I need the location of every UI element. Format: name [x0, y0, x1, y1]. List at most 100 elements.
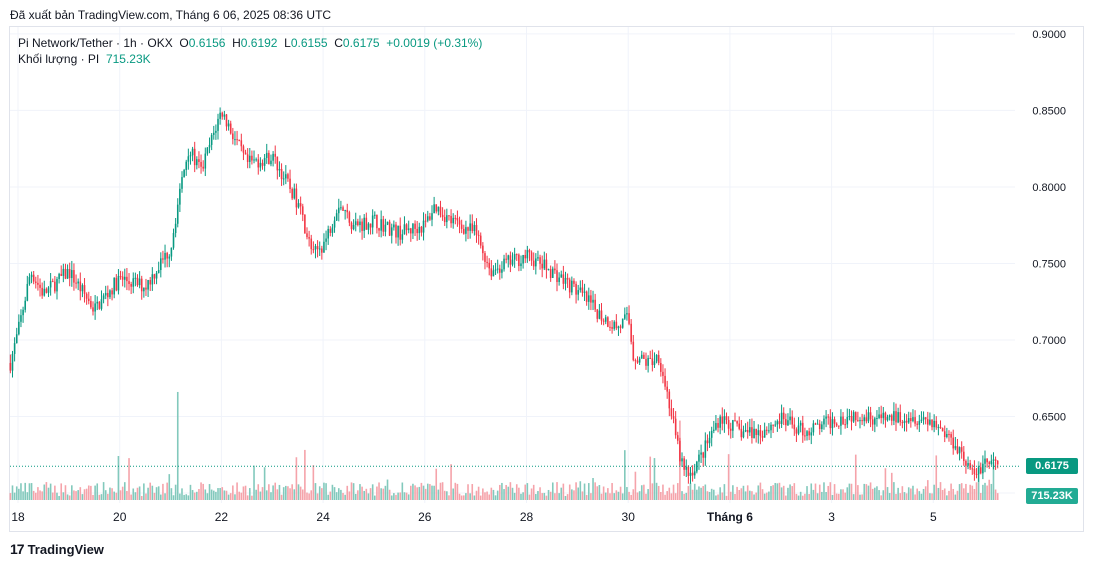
candle-body	[9, 362, 12, 371]
candle-body	[191, 148, 194, 156]
candle-body	[196, 159, 198, 166]
volume-bar	[738, 489, 741, 500]
volume-bar	[810, 483, 813, 500]
volume-bar	[988, 479, 991, 500]
volume-bar	[583, 483, 586, 500]
candle-body	[963, 451, 965, 461]
symbol-label[interactable]: Pi Network/Tether · 1h · OKX	[18, 36, 173, 50]
candle-body	[75, 282, 77, 284]
volume-bar	[560, 487, 563, 500]
candle-body	[24, 300, 27, 310]
candle-body	[348, 212, 351, 223]
candle-body	[418, 226, 421, 234]
volume-bar	[352, 483, 355, 500]
candle-body	[975, 474, 978, 476]
candle-body	[638, 358, 641, 363]
volume-bar	[530, 488, 533, 500]
volume-bar	[458, 493, 461, 500]
volume-bar	[79, 487, 82, 500]
volume-bar	[62, 492, 65, 500]
candle-body	[636, 360, 639, 363]
footer-brand[interactable]: 17 TradingView	[10, 541, 104, 557]
volume-bar	[475, 490, 478, 500]
volume-bar	[717, 494, 719, 500]
volume-bar	[901, 486, 904, 500]
candle-body	[647, 357, 649, 366]
candle-body	[168, 256, 171, 259]
candle-body	[539, 257, 541, 264]
candle-body	[479, 235, 482, 246]
candle-body	[823, 418, 825, 425]
volume-bar	[929, 493, 931, 500]
candle-body	[323, 241, 325, 253]
candle-body	[403, 224, 406, 235]
candle-body	[971, 468, 974, 470]
volume-bar	[564, 495, 567, 500]
candle-body	[98, 301, 101, 309]
volume-bar	[950, 483, 952, 500]
volume-bar	[75, 491, 77, 500]
candle-body	[47, 287, 50, 293]
volume-bar	[835, 493, 838, 500]
volume-bar	[626, 487, 628, 500]
candle-body	[518, 254, 520, 267]
candle-body	[990, 460, 993, 464]
candle-body	[140, 278, 143, 292]
volume-bar	[782, 485, 785, 500]
volume-bar	[871, 488, 874, 500]
volume-bar	[244, 485, 247, 500]
chart-frame[interactable]	[9, 26, 1084, 532]
volume-bar	[850, 483, 853, 500]
candle-body	[335, 213, 338, 221]
volume-bar	[946, 495, 948, 500]
x-axis[interactable]: 18 20 22 24 26 28 30 Tháng 6 3 5	[11, 510, 937, 524]
volume-value: 715.23K	[105, 52, 151, 66]
candle-body	[674, 418, 677, 436]
candle-body	[984, 458, 986, 464]
volume-bar	[522, 492, 524, 500]
candle-body	[746, 430, 749, 433]
candle-body	[693, 471, 696, 476]
candle-body	[32, 274, 35, 282]
candle-body	[488, 262, 491, 269]
candle-body	[441, 214, 444, 218]
candle-body	[270, 160, 272, 165]
candle-body	[761, 436, 764, 438]
volume-bar	[753, 494, 755, 500]
candle-body	[329, 228, 332, 233]
candle-body	[744, 430, 747, 432]
volume-bar	[765, 492, 768, 500]
volume-bar	[524, 484, 527, 500]
volume-bar	[331, 484, 334, 500]
volume-bar	[503, 489, 505, 500]
candle-body	[263, 157, 266, 166]
volume-bar	[801, 495, 804, 500]
volume-bar	[816, 493, 819, 500]
candle-body	[486, 261, 488, 263]
volume-bar	[990, 483, 993, 500]
candle-body	[414, 223, 416, 229]
candle-body	[111, 290, 113, 295]
volume-bar	[367, 493, 370, 500]
candle-body	[115, 277, 118, 291]
volume-bar	[587, 483, 590, 500]
candle-body	[102, 295, 105, 300]
volume-bar	[407, 494, 410, 500]
candle-body	[68, 268, 71, 279]
candle-body	[721, 416, 724, 424]
volume-bar	[670, 493, 673, 500]
volume-bar	[507, 486, 510, 500]
volume-bar	[153, 492, 156, 500]
volume-bar	[443, 490, 446, 500]
volume-bar	[907, 487, 910, 500]
y-axis[interactable]: 0.60000.65000.70000.75000.80000.85000.90…	[1032, 29, 1066, 500]
candle-body	[77, 281, 79, 284]
candle-body	[725, 416, 728, 420]
close-value: 0.6175	[342, 36, 380, 50]
volume-bar	[619, 486, 622, 500]
volume-bar	[429, 484, 431, 500]
volume-bar	[791, 486, 793, 500]
volume-label[interactable]: Khối lượng · PI	[18, 52, 100, 66]
volume-bar	[643, 484, 645, 500]
